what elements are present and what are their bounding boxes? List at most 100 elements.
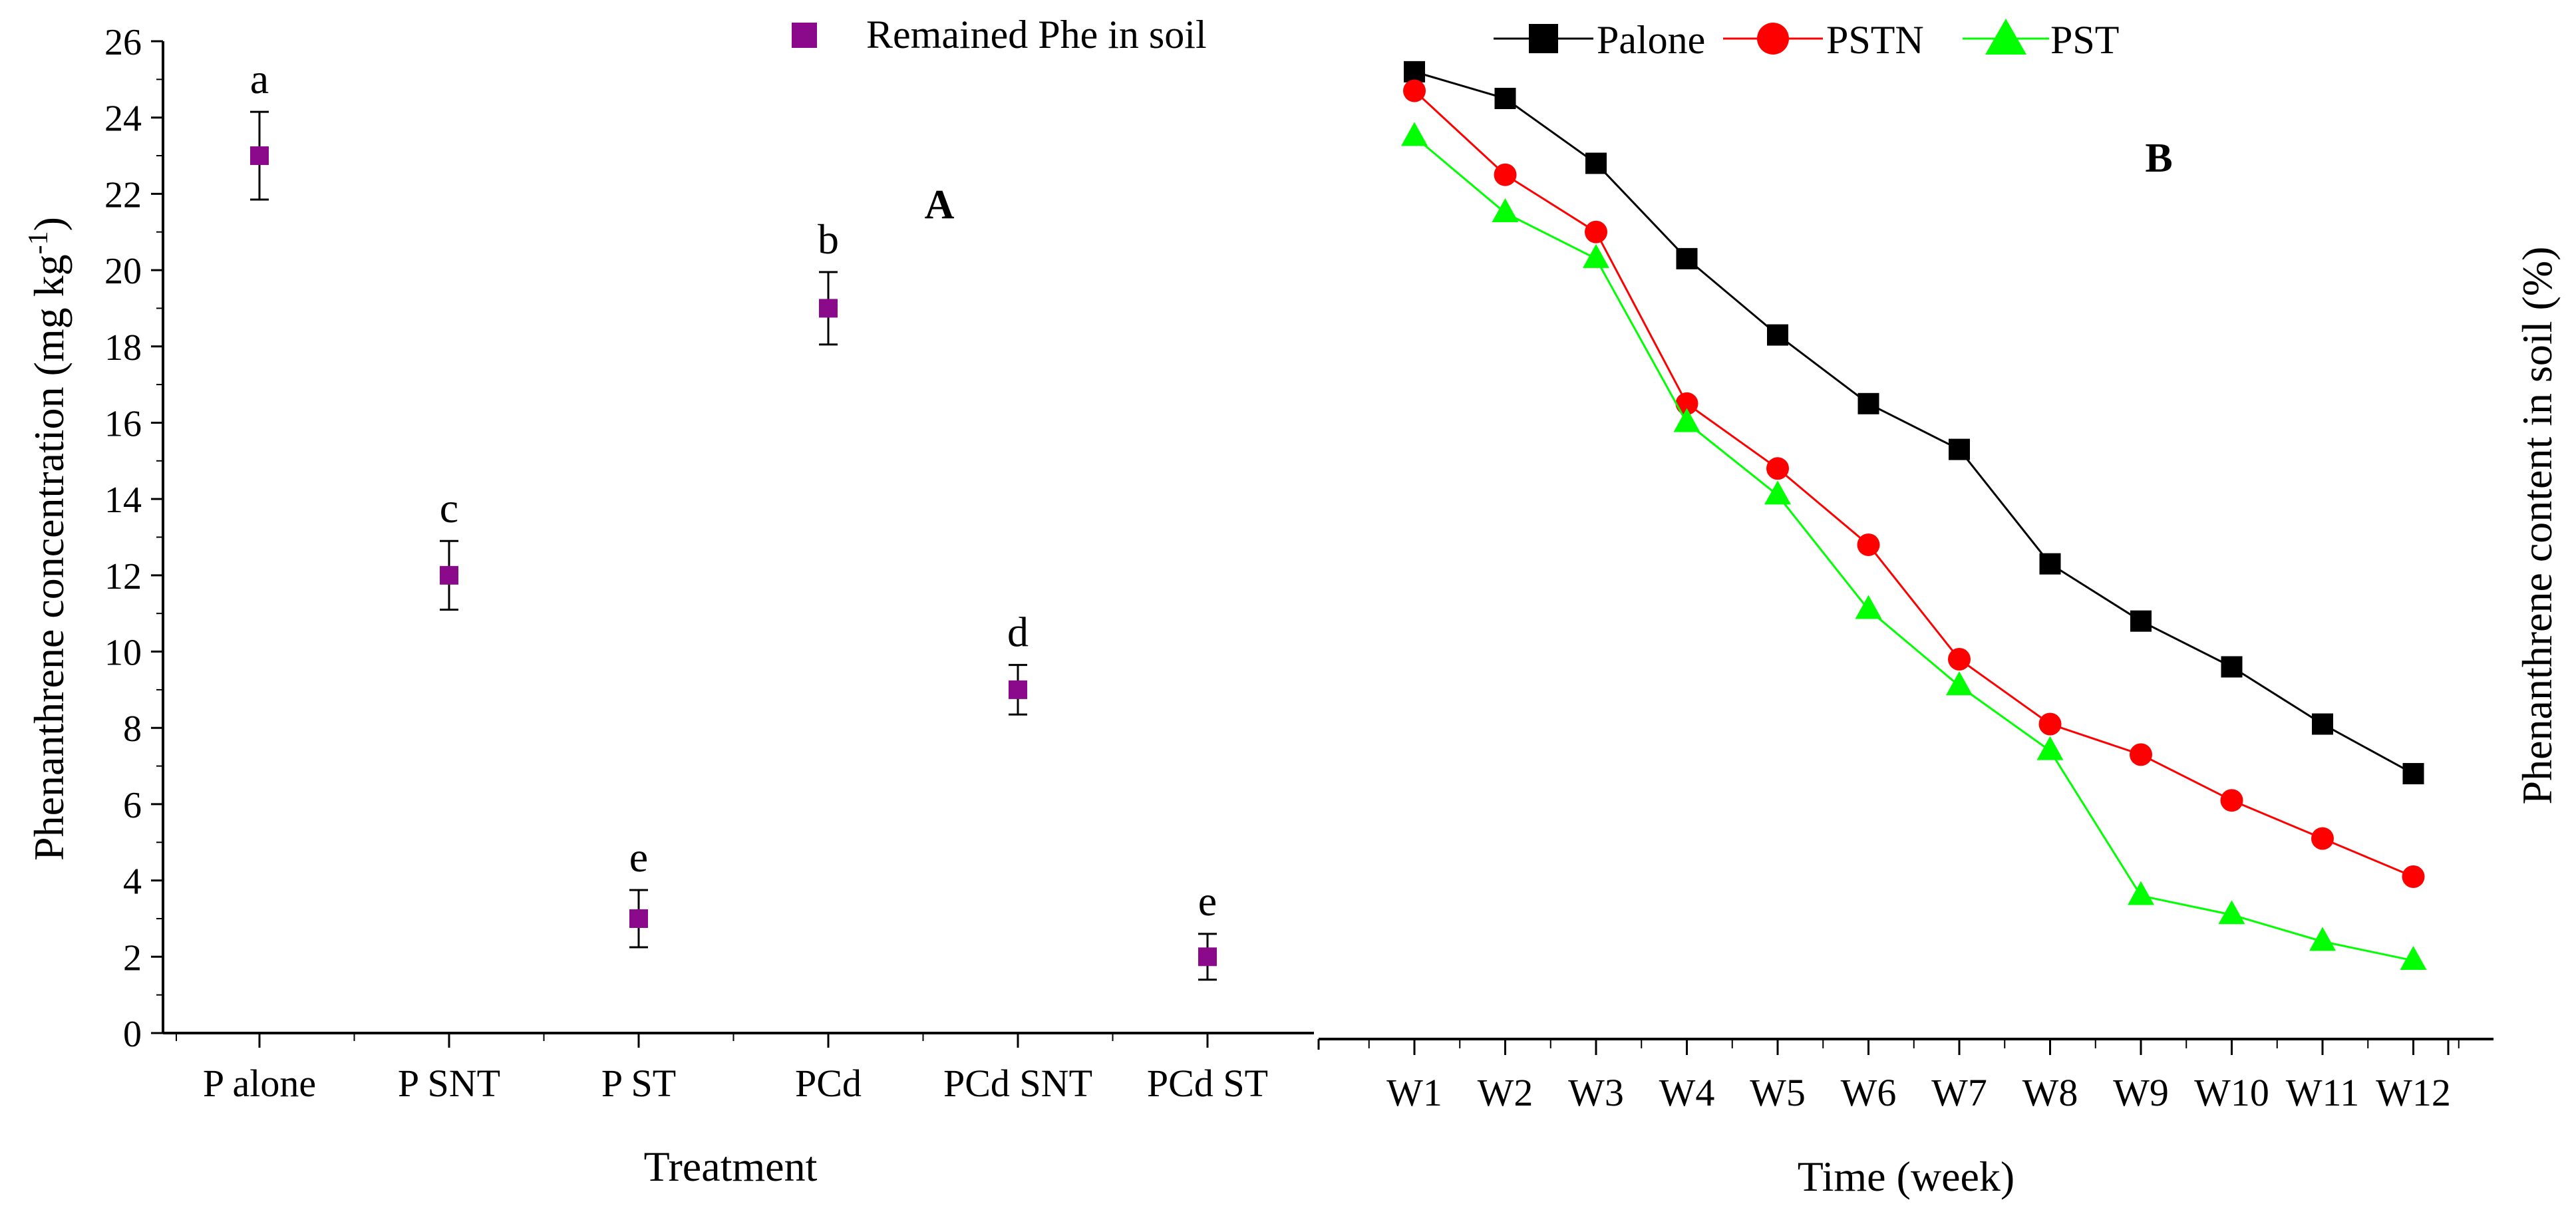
point-pstn-w8 [2038, 712, 2062, 736]
point-pstn-w1 [1403, 79, 1426, 102]
point-pst-w1 [1401, 122, 1428, 146]
x-tick-label-pcd: PCd [795, 1062, 862, 1105]
y-tick-label-16: 16 [104, 403, 142, 444]
panel-a-y-axis-label-sup: -1 [23, 231, 54, 254]
y-tick-label-4: 4 [123, 861, 142, 903]
series-line-pstn [1413, 90, 2414, 878]
legend-marker-pstn [1757, 23, 1789, 55]
point-palone-w5 [1767, 324, 1788, 346]
point-pstn-w12 [2402, 865, 2425, 888]
panel-a-x-axis-label: Treatment [644, 1143, 818, 1190]
panel-a-legend-marker [792, 23, 817, 48]
y-tick-label-18: 18 [104, 327, 142, 369]
point-pstn-w7 [1948, 648, 1971, 671]
x-tick-label-p-snt: P SNT [398, 1062, 500, 1105]
point-pst-w6 [1855, 595, 1882, 619]
point-p-st [629, 909, 648, 928]
b-x-tick-label-w2: W2 [1478, 1071, 1533, 1114]
panel-a-legend: Remained Phe in soil [792, 13, 1207, 57]
legend-marker-pst [1985, 19, 2026, 55]
significance-letter-pcd-st: e [1198, 877, 1217, 925]
significance-letter-p-snt: c [440, 484, 458, 531]
point-palone-w7 [1949, 438, 1970, 460]
panel-b-x-axis-label: Time (week) [1798, 1153, 2014, 1200]
point-palone-w8 [2039, 553, 2061, 575]
legend-label-pst: PST [2050, 18, 2119, 62]
y-tick-label-0: 0 [123, 1014, 142, 1055]
b-x-tick-label-w12: W12 [2376, 1071, 2451, 1114]
b-x-tick-label-w7: W7 [1931, 1071, 1987, 1114]
y-tick-label-12: 12 [104, 556, 142, 597]
panel-b-y-axis-label: Phenanthrene content in soil (%) [2513, 247, 2561, 805]
point-pcd-st [1198, 947, 1217, 967]
panel-b: W1 W2 W3 W4 W5 W6 W7 W8 W9 W10 W11 W12 B Time (week… [1317, 18, 2561, 1200]
y-tick-label-20: 20 [104, 251, 142, 292]
panel-b-legend: Palone PSTN PST [1494, 18, 2119, 62]
point-pst-w12 [2400, 946, 2427, 971]
significance-letter-p-st: e [629, 833, 648, 881]
point-palone-w3 [1585, 152, 1607, 174]
panel-a-y-axis-label-close: ) [25, 217, 73, 231]
point-pstn-w6 [1857, 533, 1880, 556]
point-pst-w3 [1583, 243, 1609, 268]
panel-b-label: B [2145, 136, 2172, 181]
point-p-alone [250, 146, 269, 166]
legend-label-pstn: PSTN [1826, 18, 1924, 62]
point-palone-w4 [1676, 247, 1698, 269]
b-x-tick-label-w3: W3 [1568, 1071, 1624, 1114]
point-pst-w11 [2309, 927, 2336, 951]
point-palone-w12 [2402, 763, 2424, 785]
panel-b-x-ticks: W1 W2 W3 W4 W5 W6 W7 W8 W9 W10 W11 W12 [1317, 1039, 2460, 1114]
point-palone-w2 [1494, 88, 1516, 110]
point-pstn-w10 [2220, 789, 2243, 812]
point-pst-w10 [2218, 900, 2245, 925]
y-tick-label-26: 26 [104, 22, 142, 63]
panel-a-label: A [925, 182, 955, 227]
point-pcd-snt [1009, 680, 1027, 699]
point-pst-w2 [1492, 198, 1519, 223]
panel-a-x-ticks: P alone P SNT P ST PCd PCd SNT PCd ST [176, 1033, 1268, 1105]
x-tick-label-pcd-st: PCd ST [1147, 1062, 1268, 1105]
y-tick-label-22: 22 [104, 174, 142, 216]
point-pst-w7 [1946, 671, 1973, 696]
legend-marker-palone [1529, 24, 1558, 53]
point-pstn-w3 [1585, 220, 1607, 243]
b-x-tick-label-w1: W1 [1386, 1071, 1442, 1114]
point-pst-w8 [2036, 736, 2064, 760]
panel-a-y-axis-label: Phenanthrene concentration (mg kg-1) [23, 217, 73, 861]
significance-letter-p-alone: a [250, 55, 269, 102]
point-pst-w9 [2128, 881, 2154, 905]
b-x-tick-label-w8: W8 [2022, 1071, 2078, 1114]
point-p-snt [440, 565, 458, 585]
b-x-tick-label-w11: W11 [2286, 1071, 2360, 1114]
significance-letter-pcd: b [818, 216, 839, 263]
point-palone-w11 [2312, 713, 2333, 735]
panel-a-legend-label: Remained Phe in soil [866, 13, 1207, 57]
y-tick-label-8: 8 [123, 708, 142, 750]
b-x-tick-label-w4: W4 [1659, 1071, 1715, 1114]
point-pstn-w5 [1766, 457, 1789, 480]
y-tick-label-14: 14 [104, 480, 142, 521]
point-palone-w6 [1857, 392, 1879, 414]
b-x-tick-label-w6: W6 [1841, 1071, 1897, 1114]
b-x-tick-label-w5: W5 [1750, 1071, 1806, 1114]
y-tick-label-24: 24 [104, 98, 142, 140]
series-line-pst [1414, 136, 2414, 962]
significance-letter-pcd-snt: d [1007, 609, 1029, 656]
series-line-palone [1414, 71, 2414, 775]
legend-label-palone: Palone [1597, 18, 1705, 62]
point-pst-w5 [1764, 480, 1791, 505]
y-tick-label-2: 2 [123, 937, 142, 979]
point-pstn-w9 [2130, 743, 2152, 766]
y-tick-label-10: 10 [104, 633, 142, 674]
point-palone-w10 [2221, 656, 2243, 678]
x-tick-label-pcd-snt: PCd SNT [943, 1062, 1092, 1105]
x-tick-label-p-alone: P alone [203, 1062, 316, 1105]
point-pst-w4 [1673, 408, 1700, 432]
panel-b-marks [1401, 61, 2427, 971]
b-x-tick-label-w10: W10 [2194, 1071, 2269, 1114]
point-palone-w9 [2130, 610, 2152, 632]
